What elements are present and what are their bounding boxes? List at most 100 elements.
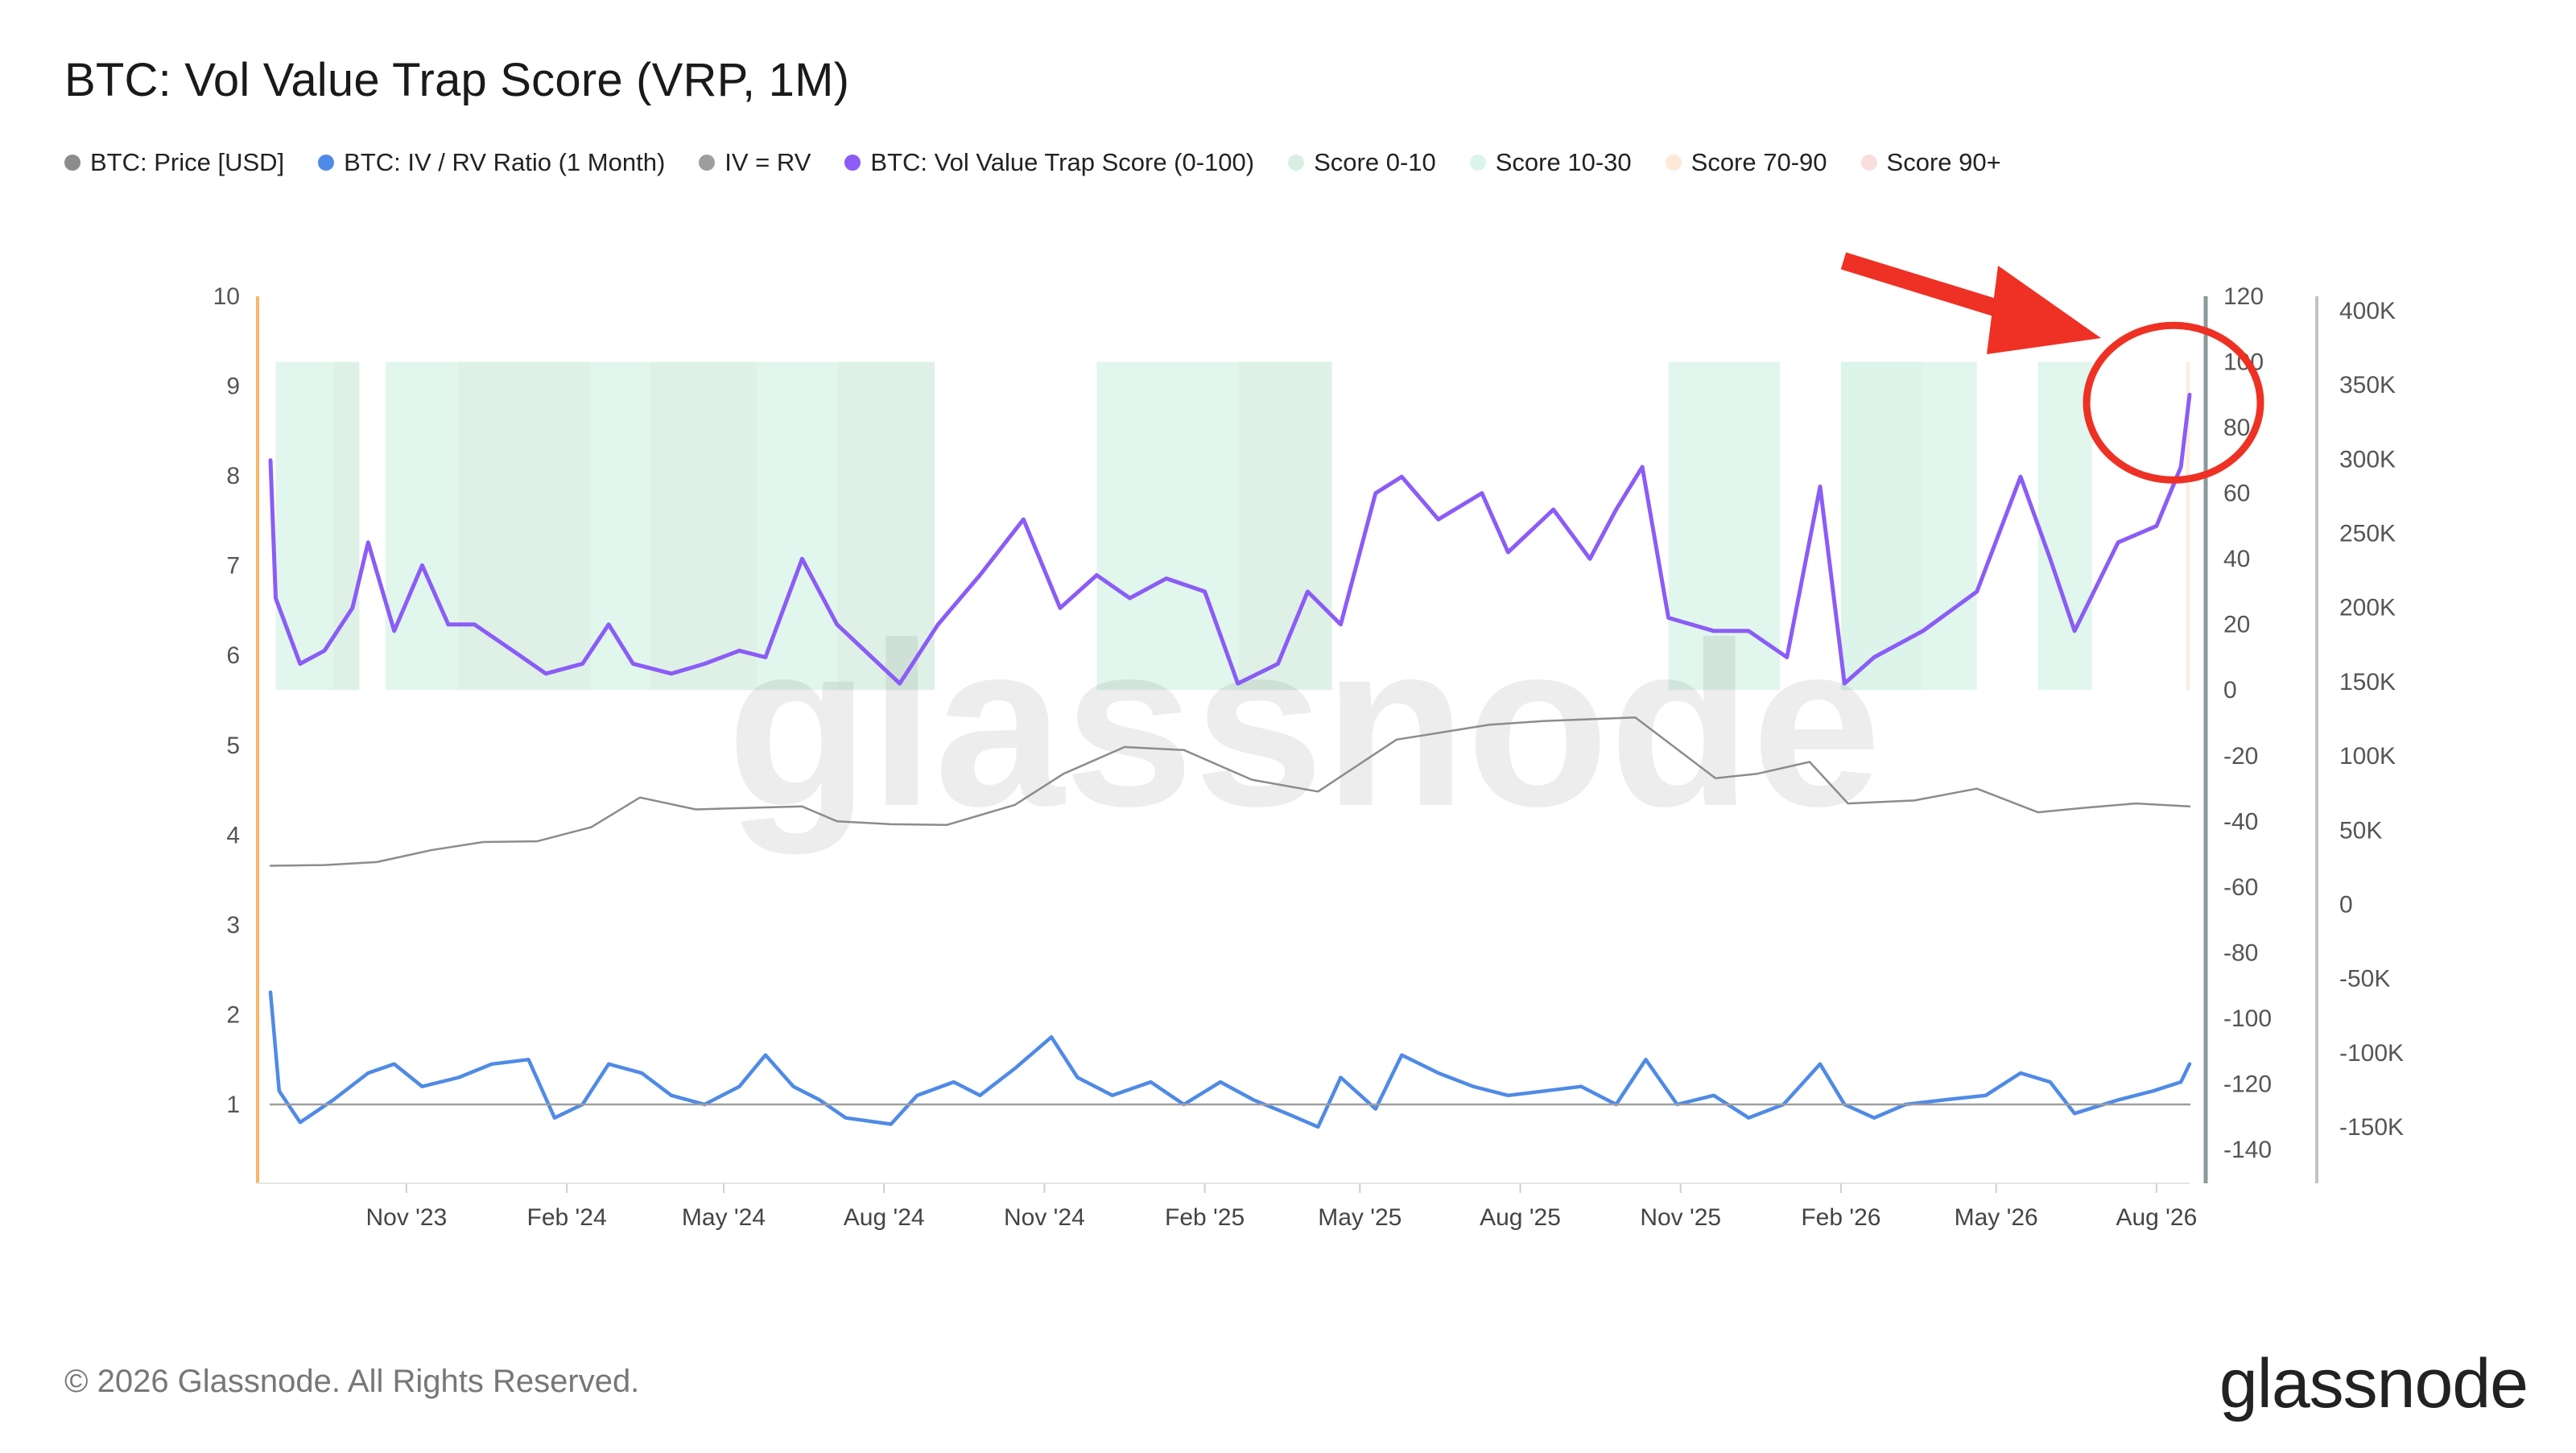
right-outer-axis-tick-label: -150K	[2339, 1114, 2404, 1141]
x-axis-tick-label: Aug '26	[2116, 1204, 2197, 1231]
watermark-text: glassnode	[727, 594, 1881, 856]
right-outer-axis-tick-label: -50K	[2339, 966, 2390, 993]
legend-dot-icon	[1469, 155, 1486, 171]
left-axis-tick-label: 7	[226, 553, 240, 580]
score-band	[1840, 361, 1977, 691]
left-axis-tick-label: 1	[226, 1092, 240, 1118]
right-inner-axis-tick-label: -120	[2223, 1071, 2272, 1097]
legend-item-price[interactable]: BTC: Price [USD]	[64, 148, 284, 177]
x-axis-tick-label: May '24	[682, 1204, 766, 1231]
x-axis-tick-label: Nov '25	[1640, 1204, 1721, 1231]
legend-label: BTC: IV / RV Ratio (1 Month)	[344, 148, 666, 176]
right-outer-axis-tick-label: 150K	[2339, 669, 2396, 696]
legend-item-score-70-90[interactable]: Score 70-90	[1665, 148, 1827, 177]
legend-item-trap-score[interactable]: BTC: Vol Value Trap Score (0-100)	[844, 148, 1254, 177]
series-lines	[268, 392, 2192, 1129]
left-axis-tick-label: 9	[226, 374, 240, 400]
score-bands	[275, 361, 2190, 691]
right-inner-axis-tick-label: 120	[2223, 283, 2264, 310]
right-inner-axis-tick-label: -140	[2223, 1137, 2272, 1163]
score-band	[275, 361, 333, 691]
trap-score-line	[268, 392, 2192, 686]
right-inner-axis-tick-label: -100	[2223, 1005, 2272, 1032]
right-inner-axis-tick-label: 20	[2223, 612, 2250, 638]
left-axis-tick-label: 4	[226, 822, 240, 848]
right-outer-axis-tick-label: -100K	[2339, 1040, 2404, 1067]
score-band	[1096, 361, 1238, 691]
legend-dot-icon	[1665, 155, 1682, 171]
legend-label: BTC: Price [USD]	[90, 148, 285, 176]
legend-label: Score 90+	[1886, 148, 2001, 176]
left-axis-tick-label: 8	[226, 463, 240, 489]
annotation-circle	[2083, 321, 2264, 484]
x-axis-tick-label: Feb '24	[527, 1204, 607, 1231]
right-outer-axis-tick-label: 200K	[2339, 595, 2396, 621]
right-outer-axis-tick-label: 50K	[2339, 817, 2382, 844]
left-axis-tick-label: 10	[213, 283, 240, 310]
legend-item-iv-equals-rv[interactable]: IV = RV	[699, 148, 811, 177]
legend-label: Score 70-90	[1690, 148, 1827, 176]
right-inner-axis-tick-label: -80	[2223, 939, 2258, 966]
iv-rv-ratio-line	[268, 990, 2192, 1129]
right-outer-axis-tick-label: 250K	[2339, 521, 2396, 547]
right-inner-axis-tick-label: 60	[2223, 481, 2250, 507]
score-band	[836, 361, 935, 691]
right-outer-axis-tick-label: 350K	[2339, 372, 2396, 398]
right-inner-axis-tick-label: -60	[2223, 874, 2258, 901]
score-band	[2037, 361, 2092, 691]
legend-item-score-10-30[interactable]: Score 10-30	[1469, 148, 1632, 177]
right-inner-axis-tick-label: -20	[2223, 743, 2258, 770]
legend-dot-icon	[64, 155, 80, 171]
chart-title: BTC: Vol Value Trap Score (VRP, 1M)	[64, 54, 850, 106]
legend-dot-icon	[318, 155, 335, 171]
legend-item-iv-rv-ratio[interactable]: BTC: IV / RV Ratio (1 Month)	[318, 148, 665, 177]
score-band	[332, 361, 360, 691]
score-band	[650, 361, 758, 691]
annotation	[1840, 252, 2264, 484]
x-axis-tick-label: Feb '26	[1801, 1204, 1880, 1231]
legend-dot-icon	[1860, 155, 1877, 171]
score-band	[1237, 361, 1332, 691]
x-axis-tick-label: Aug '25	[1480, 1204, 1561, 1231]
right-outer-axis-tick-label: 0	[2339, 891, 2353, 918]
x-axis-tick-label: May '25	[1318, 1204, 1402, 1231]
left-axis-tick-label: 3	[226, 912, 240, 939]
score-band	[2186, 361, 2190, 691]
annotation-arrow-head	[1987, 266, 2101, 354]
legend-label: BTC: Vol Value Trap Score (0-100)	[870, 148, 1255, 176]
price-line	[269, 716, 2191, 867]
legend-item-score-90-plus[interactable]: Score 90+	[1860, 148, 2001, 177]
legend-dot-icon	[844, 155, 861, 171]
brand-logo: glassnode	[2219, 1345, 2529, 1422]
score-band	[1668, 361, 1781, 691]
legend: BTC: Price [USD] BTC: IV / RV Ratio (1 M…	[64, 148, 2035, 177]
legend-dot-icon	[1288, 155, 1305, 171]
legend-label: IV = RV	[724, 148, 811, 176]
left-axis-tick-label: 5	[226, 733, 240, 759]
legend-dot-icon	[699, 155, 716, 171]
left-axis-tick-label: 2	[226, 1001, 240, 1028]
x-axis-tick-label: Nov '23	[366, 1204, 448, 1231]
right-inner-axis-tick-label: 40	[2223, 546, 2250, 572]
legend-label: Score 0-10	[1314, 148, 1436, 176]
legend-item-score-0-10[interactable]: Score 0-10	[1288, 148, 1436, 177]
right-inner-axis-tick-label: 80	[2223, 415, 2250, 441]
right-outer-axis-tick-label: 400K	[2339, 298, 2396, 324]
x-axis-tick-label: May '26	[1955, 1204, 2038, 1231]
legend-label: Score 10-30	[1495, 148, 1632, 176]
axes: 1 2 3 4 5 6 7 8 9 10 Nov '23 Feb '24 May '24 Aug '24 N…	[213, 283, 2404, 1231]
left-axis-tick-label: 6	[226, 642, 240, 669]
score-band	[757, 361, 837, 691]
right-inner-axis-tick-label: -40	[2223, 808, 2258, 835]
right-outer-axis-tick-label: 300K	[2339, 446, 2396, 473]
score-band	[385, 361, 459, 691]
right-outer-axis-tick-label: 100K	[2339, 743, 2396, 770]
x-axis-tick-label: Nov '24	[1004, 1204, 1085, 1231]
copyright-text: © 2026 Glassnode. All Rights Reserved.	[64, 1364, 640, 1399]
score-band	[458, 361, 592, 691]
x-axis-tick-label: Feb '25	[1165, 1204, 1245, 1231]
right-inner-axis-tick-label: 0	[2223, 677, 2237, 704]
x-axis-tick-label: Aug '24	[844, 1204, 925, 1231]
